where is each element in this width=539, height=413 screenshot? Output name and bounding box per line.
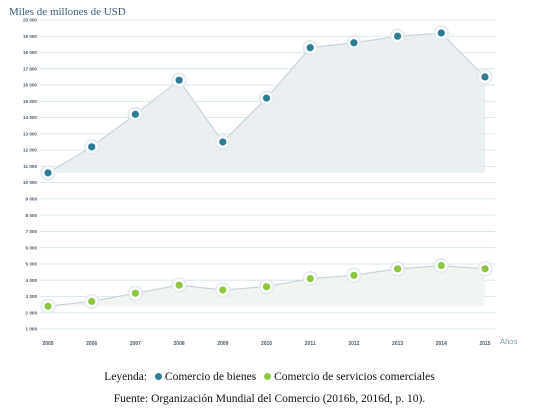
y-tick-label: 18 000 <box>23 50 37 55</box>
x-ticks: 2005 2006 2007 2008 2009 2010 2011 2012 2013 2014… <box>42 341 490 347</box>
data-point <box>215 282 231 298</box>
data-point <box>258 279 275 295</box>
y-tick-label: 3 000 <box>26 294 38 299</box>
y-tick-label: 10 000 <box>23 180 37 185</box>
data-point <box>215 134 231 150</box>
data-point <box>302 40 318 56</box>
x-tick-label: 2013 <box>392 341 403 347</box>
data-point <box>127 285 143 301</box>
data-point <box>389 28 406 44</box>
y-tick-label: 7 000 <box>26 229 38 234</box>
x-tick-label: 2009 <box>217 341 228 347</box>
y-axis-label: Miles de millones de USD <box>9 6 126 18</box>
series-area <box>48 265 485 307</box>
data-point <box>258 90 275 106</box>
x-tick-label: 2005 <box>42 341 53 347</box>
y-tick-label: 5 000 <box>26 262 38 267</box>
area-fills <box>48 33 485 307</box>
y-tick-label: 1 000 <box>26 327 38 332</box>
data-point <box>477 69 493 85</box>
data-point <box>84 139 100 155</box>
x-axis-label: Años <box>500 337 517 346</box>
y-tick-label: 6 000 <box>26 245 38 250</box>
chart: Miles de millones de USD Años 1 000 2 000… <box>9 6 517 347</box>
x-tick-label: 2012 <box>348 341 359 347</box>
data-point <box>302 270 318 287</box>
chart-svg: Miles de millones de USD Años 1 000 2 000… <box>9 6 517 347</box>
data-point <box>346 267 362 283</box>
x-tick-label: 2011 <box>305 341 316 347</box>
x-tick-label: 2010 <box>261 341 272 347</box>
y-tick-label: 8 000 <box>26 213 38 218</box>
data-point <box>477 261 493 277</box>
y-tick-label: 14 000 <box>23 115 37 120</box>
data-point <box>171 277 187 293</box>
x-tick-label: 2008 <box>174 341 185 347</box>
legend: Leyenda: Comercio de bienes Comercio de … <box>0 371 539 383</box>
x-tick-label: 2006 <box>86 341 97 347</box>
data-point <box>40 298 56 314</box>
y-tick-label: 4 000 <box>26 278 38 283</box>
y-tick-label: 19 000 <box>23 34 37 39</box>
data-point <box>433 257 449 274</box>
y-ticks: 1 000 2 000 3 000 4 000 5 000 6 000 7 000 8 000… <box>23 18 38 332</box>
legend-swatch-goods <box>154 372 162 380</box>
legend-label-goods: Comercio de bienes <box>164 371 257 383</box>
legend-swatch-services <box>264 372 272 380</box>
data-point <box>84 293 100 309</box>
x-tick-label: 2014 <box>436 341 447 347</box>
data-point <box>40 165 56 181</box>
data-point <box>389 261 406 277</box>
source-note: Fuente: Organización Mundial del Comerci… <box>113 393 426 405</box>
y-tick-label: 20 000 <box>23 18 37 23</box>
data-point <box>346 35 362 51</box>
y-tick-label: 12 000 <box>23 148 37 153</box>
data-point <box>127 106 143 122</box>
data-point <box>433 25 449 41</box>
data-point <box>171 72 187 88</box>
y-tick-label: 16 000 <box>23 83 37 88</box>
legend-label-services: Comercio de servicios comerciales <box>274 371 435 383</box>
y-tick-label: 17 000 <box>23 66 37 71</box>
x-tick-label: 2015 <box>479 341 490 347</box>
y-tick-label: 2 000 <box>26 310 38 315</box>
y-tick-label: 13 000 <box>23 131 37 136</box>
y-tick-label: 11 000 <box>23 164 37 169</box>
x-tick-label: 2007 <box>130 341 141 347</box>
y-tick-label: 15 000 <box>23 99 37 104</box>
legend-prefix: Leyenda: <box>104 371 148 383</box>
y-tick-label: 9 000 <box>26 196 38 201</box>
series-points <box>40 25 493 314</box>
